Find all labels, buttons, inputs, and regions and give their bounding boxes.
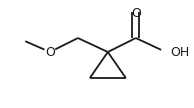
Text: O: O <box>45 45 55 59</box>
Text: O: O <box>131 7 141 20</box>
Text: OH: OH <box>170 45 189 59</box>
